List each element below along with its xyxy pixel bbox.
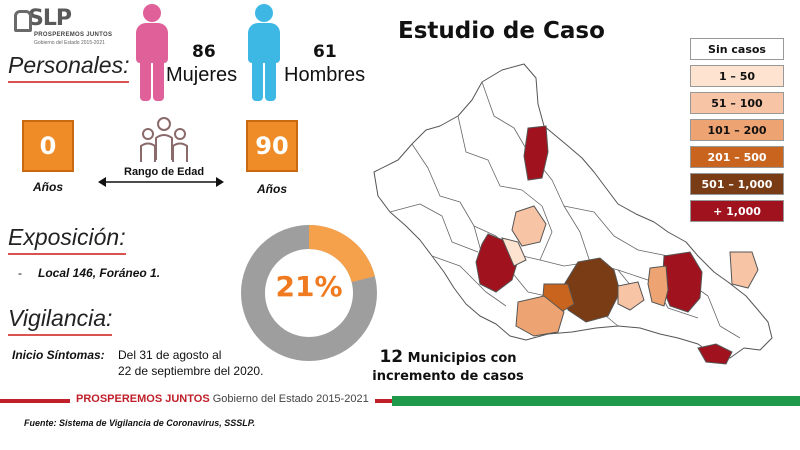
personales-heading: Personales:	[8, 52, 130, 83]
state-municipalities-map	[373, 63, 773, 365]
men-label: Hombres	[284, 64, 366, 86]
age-max-unit: Años	[257, 182, 287, 196]
symptom-onset-line1: Del 31 de agosto al	[118, 348, 222, 362]
page-title: Estudio de Caso	[398, 18, 605, 44]
donut-percentage-value: 21%	[275, 270, 343, 303]
source-note: Fuente: Sistema de Vigilancia de Coronav…	[24, 418, 256, 428]
legend-item: Sin casos	[690, 38, 784, 60]
legend-item: + 1,000	[690, 200, 784, 222]
municipalities-increase-note: 12 Municipios con incremento de casos	[358, 348, 538, 386]
map-region-101-200-2	[647, 265, 669, 307]
footer-brand-rest: Gobierno del Estado 2015-2021	[212, 393, 369, 405]
map-region-high-4	[697, 343, 733, 365]
municipalities-text-b: incremento de casos	[372, 369, 524, 384]
logo-mark: SLP	[14, 6, 72, 32]
age-max-box: 90	[246, 120, 298, 172]
female-figure-icon	[132, 4, 172, 102]
municipalities-count: 12	[379, 347, 404, 367]
vigilancia-heading: Vigilancia:	[8, 305, 113, 336]
municipalities-text-a: Municipios con	[407, 351, 517, 366]
map-region-1-50	[501, 237, 527, 267]
footer-brand: PROSPEREMOS JUNTOS Gobierno del Estado 2…	[70, 393, 375, 405]
legend-item: 1 – 50	[690, 65, 784, 87]
symptom-onset-line2: 22 de septiembre del 2020.	[118, 364, 264, 378]
map-region-51-100-2	[617, 281, 645, 311]
map-region-51-100-3	[729, 251, 759, 289]
footer-brand-bold: PROSPEREMOS JUNTOS	[76, 393, 210, 405]
exposicion-bullet: -	[18, 266, 22, 280]
legend-item: 51 – 100	[690, 92, 784, 114]
male-figure-icon	[244, 4, 284, 102]
exposicion-heading: Exposición:	[8, 224, 126, 255]
donut-fill-arc	[241, 225, 377, 361]
men-count: 61	[313, 42, 337, 62]
map-region-101-200-1	[515, 295, 565, 337]
age-range-label: Rango de Edad	[120, 166, 209, 178]
map-region-high-1	[523, 125, 549, 181]
government-logo: SLP PROSPEREMOS JUNTOS Gobierno del Esta…	[14, 6, 124, 50]
legend-item: 201 – 500	[690, 146, 784, 168]
women-count: 86	[192, 42, 216, 62]
logo-subtitle: Gobierno del Estado 2015-2021	[34, 40, 105, 46]
exposicion-detail: Local 146, Foráneo 1.	[38, 266, 161, 280]
symptom-onset-label: Inicio Síntomas:	[12, 348, 105, 362]
age-range-arrow-icon	[98, 177, 224, 187]
age-min-unit: Años	[33, 180, 63, 194]
footer-bar-green	[392, 396, 800, 406]
logo-slogan: PROSPEREMOS JUNTOS	[34, 32, 113, 38]
people-group-icon	[140, 117, 188, 162]
age-min-box: 0	[22, 120, 74, 172]
legend-item: 501 – 1,000	[690, 173, 784, 195]
map-legend: Sin casos 1 – 50 51 – 100 101 – 200 201 – 50…	[690, 38, 784, 227]
map-region-51-100-1	[511, 205, 547, 247]
percentage-donut-chart	[241, 225, 377, 361]
women-label: Mujeres	[166, 64, 238, 86]
legend-item: 101 – 200	[690, 119, 784, 141]
